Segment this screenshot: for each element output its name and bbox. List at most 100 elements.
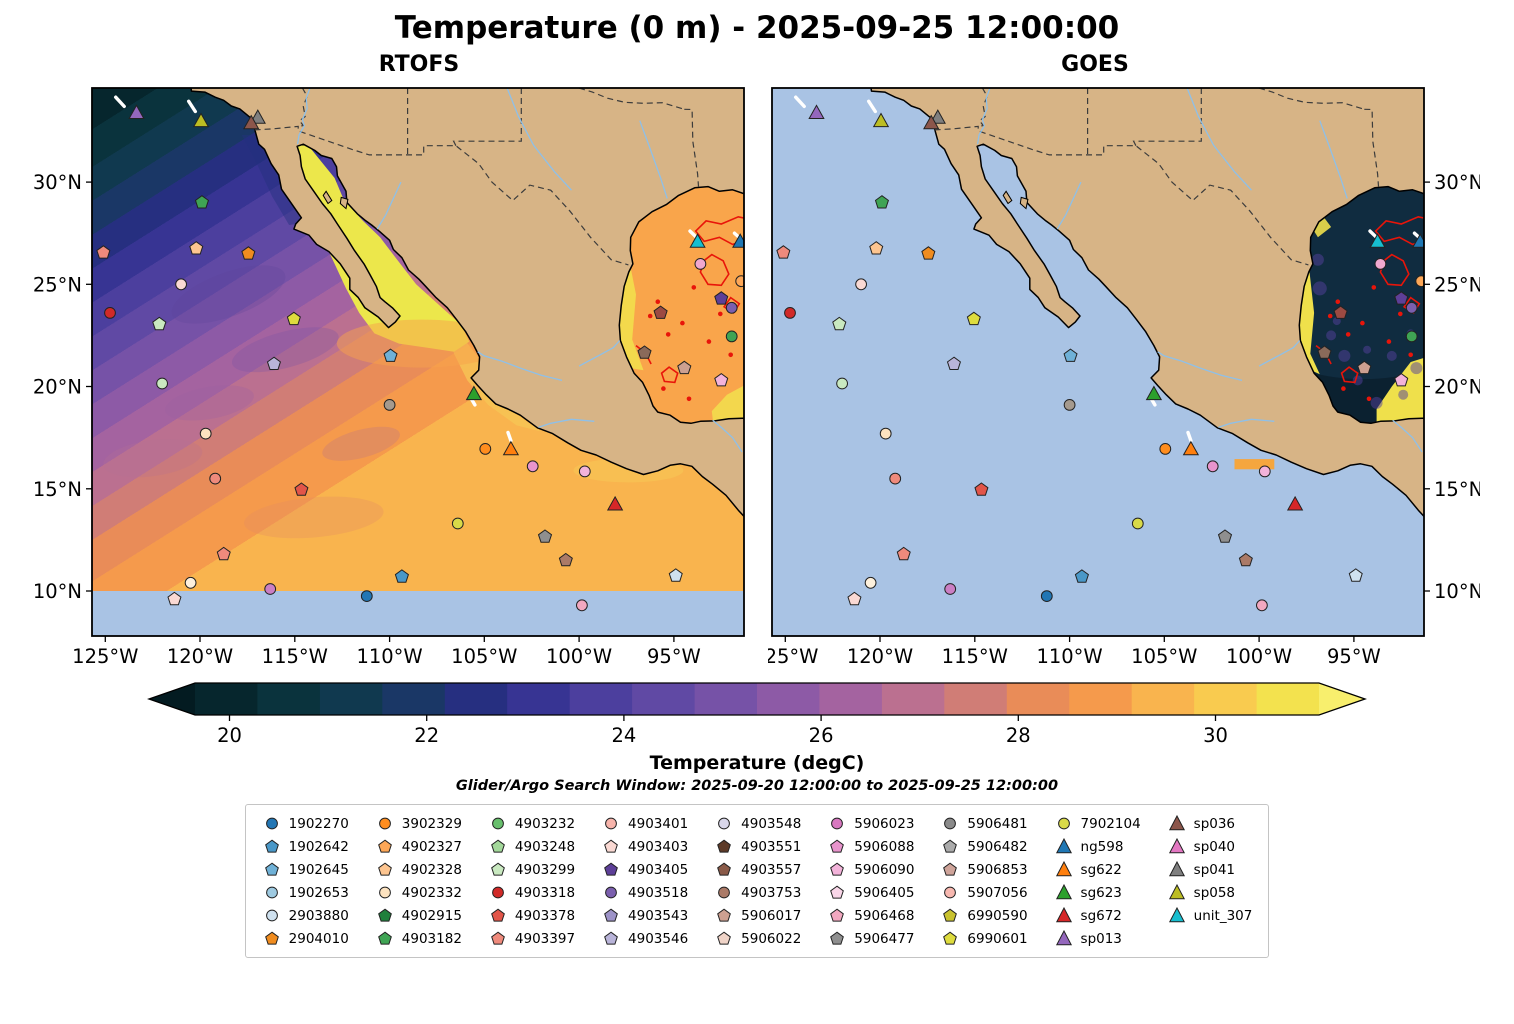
map-marker bbox=[209, 472, 222, 485]
map-marker bbox=[1348, 568, 1363, 582]
legend-item-4903401: 4903401 bbox=[601, 813, 688, 834]
map-marker bbox=[874, 195, 889, 209]
pentagon-marker-icon bbox=[717, 862, 732, 876]
triangle-marker-icon bbox=[1055, 929, 1072, 946]
pentagon-marker-icon bbox=[377, 839, 392, 853]
map-marker bbox=[1159, 443, 1172, 455]
pentagon-marker-icon bbox=[604, 839, 618, 853]
map-marker bbox=[1415, 275, 1424, 288]
map-marker bbox=[96, 245, 111, 259]
circle-marker-icon bbox=[718, 817, 731, 830]
map-marker bbox=[725, 301, 738, 314]
legend-label: sg623 bbox=[1080, 884, 1122, 901]
legend-label: 4903401 bbox=[628, 815, 689, 832]
legend-label: 5907056 bbox=[967, 884, 1028, 901]
map-marker bbox=[677, 360, 692, 375]
legend-label: 4903551 bbox=[741, 838, 802, 855]
legend-column: 4903548 4903551 4903557 4903753 5906017 59060… bbox=[714, 813, 801, 949]
legend-label: 4903557 bbox=[741, 861, 802, 878]
svg-text:15°N: 15°N bbox=[34, 478, 82, 501]
svg-text:25°N: 25°N bbox=[1434, 273, 1480, 296]
pentagon-marker-icon bbox=[491, 908, 505, 922]
pentagon-marker-icon bbox=[830, 885, 845, 899]
legend-label: 5906022 bbox=[741, 930, 802, 947]
pentagon-marker-icon bbox=[604, 908, 618, 922]
legend-item-sp036: sp036 bbox=[1167, 813, 1253, 834]
circle-marker-icon bbox=[605, 817, 617, 830]
svg-text:110°W: 110°W bbox=[356, 645, 422, 668]
pentagon-marker-icon bbox=[943, 862, 958, 876]
legend-item-4903518: 4903518 bbox=[601, 882, 688, 903]
legend-item-sp041: sp041 bbox=[1167, 859, 1253, 880]
legend-label: 4903548 bbox=[741, 815, 802, 832]
triangle-marker-icon bbox=[1055, 837, 1072, 854]
legend-label: 4903318 bbox=[514, 884, 576, 901]
svg-text:115°W: 115°W bbox=[942, 645, 1008, 668]
pentagon-marker-icon bbox=[491, 839, 505, 853]
pentagon-marker-icon bbox=[264, 839, 279, 853]
map-marker bbox=[896, 546, 911, 561]
legend-item-ng598: ng598 bbox=[1054, 836, 1141, 857]
map-marker bbox=[578, 465, 591, 478]
legend-label: 1902653 bbox=[288, 884, 349, 901]
legend-label: 3902329 bbox=[401, 815, 462, 832]
svg-text:28: 28 bbox=[1006, 724, 1031, 747]
map-marker bbox=[1074, 569, 1089, 583]
map-marker bbox=[869, 241, 884, 255]
legend-label: sp040 bbox=[1193, 838, 1236, 855]
legend-label: 5906017 bbox=[741, 907, 802, 924]
legend-item-sp013: sp013 bbox=[1054, 928, 1141, 949]
figure: Temperature (0 m) - 2025-09-25 12:00:00 … bbox=[0, 10, 1514, 1024]
legend-label: 5906090 bbox=[854, 861, 915, 878]
svg-text:100°W: 100°W bbox=[1226, 645, 1292, 668]
svg-text:20°N: 20°N bbox=[34, 376, 82, 399]
map-marker bbox=[360, 590, 373, 603]
map-marker bbox=[944, 583, 957, 595]
svg-text:24: 24 bbox=[611, 724, 636, 747]
circle-marker-icon bbox=[1057, 817, 1070, 830]
legend-item-5906468: 5906468 bbox=[827, 905, 914, 926]
triangle-marker-icon bbox=[1055, 906, 1072, 923]
svg-text:10°N: 10°N bbox=[1434, 580, 1480, 603]
legend-item-5907056: 5907056 bbox=[940, 882, 1028, 903]
pentagon-marker-icon bbox=[830, 839, 845, 853]
svg-text:15°N: 15°N bbox=[1434, 478, 1480, 501]
pentagon-marker-icon bbox=[377, 908, 392, 922]
legend-item-4903299: 4903299 bbox=[488, 859, 575, 880]
map-marker-sp036 bbox=[243, 114, 260, 130]
legend-item-4902332: 4902332 bbox=[375, 882, 462, 903]
legend-label: 4903232 bbox=[514, 815, 576, 832]
map-marker bbox=[266, 356, 281, 370]
map-marker bbox=[1256, 599, 1268, 612]
legend-label: 5906481 bbox=[967, 815, 1028, 832]
legend-item-4903546: 4903546 bbox=[601, 928, 688, 949]
triangle-marker-icon bbox=[1055, 883, 1072, 900]
legend-label: 5906023 bbox=[854, 815, 915, 832]
svg-text:125°W: 125°W bbox=[72, 645, 138, 668]
map-marker bbox=[241, 246, 256, 260]
map-marker-unit_307 bbox=[689, 233, 706, 248]
legend-item-6990590: 6990590 bbox=[940, 905, 1028, 926]
legend-label: 4903378 bbox=[514, 907, 576, 924]
map-marker bbox=[847, 591, 862, 606]
map-marker bbox=[294, 482, 309, 496]
panel-title-rtofs: RTOFS bbox=[378, 52, 460, 77]
map-marker bbox=[537, 529, 553, 543]
triangle-marker-icon bbox=[1168, 837, 1185, 854]
map-marker bbox=[152, 316, 167, 331]
map-marker bbox=[921, 246, 936, 260]
legend-item-sg622: sg622 bbox=[1054, 859, 1141, 880]
pentagon-marker-icon bbox=[717, 908, 732, 922]
legend-label: 4903182 bbox=[401, 930, 462, 947]
map-marker bbox=[1258, 465, 1271, 478]
legend-item-sg623: sg623 bbox=[1054, 882, 1141, 903]
pentagon-marker-icon bbox=[491, 931, 505, 945]
circle-marker-icon bbox=[944, 817, 957, 830]
legend-label: 2904010 bbox=[288, 930, 349, 947]
legend-column: 1902270 1902642 1902645 1902653 2903880 29040… bbox=[262, 813, 349, 949]
legend-item-4903248: 4903248 bbox=[488, 836, 575, 857]
legend-item-5906022: 5906022 bbox=[714, 928, 801, 949]
map-marker bbox=[1063, 399, 1076, 411]
map-marker bbox=[1374, 258, 1387, 270]
legend-item-4903318: 4903318 bbox=[488, 882, 575, 903]
